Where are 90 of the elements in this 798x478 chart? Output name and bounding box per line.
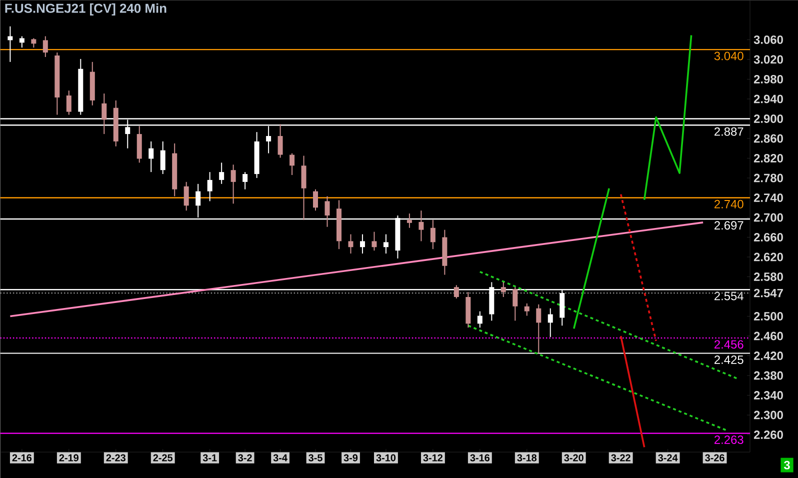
x-tick-label: 3-20 [564,454,584,462]
y-tick-label: 2.860 [754,134,783,143]
candlestick [324,196,330,228]
candlestick [466,292,471,328]
candlestick [278,124,283,158]
candlestick [207,172,212,202]
candlestick [430,219,436,250]
chart-title: F.US.NGEJ21 [CV] 240 Min [5,3,166,16]
candlestick [348,234,354,254]
candlestick [160,140,166,174]
ref-line-label: 2.263 [714,435,744,444]
x-tick-label: 2-23 [106,454,126,462]
candlestick [90,61,95,106]
y-tick-label: 3.020 [754,55,783,64]
candlestick [313,188,318,212]
candlestick [66,90,72,116]
candlestick [136,126,142,164]
candlestick [19,36,24,48]
y-tick-label: 2.700 [754,213,783,222]
candlestick [418,210,424,242]
candlestick [512,286,518,322]
text: 3 [784,460,790,470]
candlestick [113,100,118,147]
y-tick-label: 2.420 [754,352,783,360]
candlestick [31,38,36,48]
ref-line-label: 2.697 [714,221,744,230]
x-tick-label: 3-12 [423,454,443,462]
candlestick [548,308,553,338]
candlestick [383,234,388,254]
candlestick [442,229,448,276]
candlestick [8,26,13,62]
x-tick-label: 3-26 [705,454,724,462]
y-tick-label: 2.900 [754,114,783,123]
y-tick-label: 2.820 [754,154,783,162]
candlestick [536,304,542,354]
candlestick [219,162,224,184]
y-tick-label: 2.340 [754,391,783,400]
x-tick-label: 3-2 [238,454,252,462]
y-tick-label: 2.500 [754,312,783,320]
candlestick [242,172,248,190]
y-tick-label: 2.260 [754,430,783,439]
candlestick [524,302,530,316]
x-tick-label: 2-25 [153,454,173,462]
y-tick-label: 2.620 [754,252,783,262]
x-tick-label: 2-16 [12,454,32,462]
candlestick [54,52,60,116]
candlestick [172,142,178,197]
candlestick [42,36,48,58]
x-tick-label: 3-1 [202,454,217,462]
y-tick-label: 2.660 [754,232,783,242]
candlestick [477,310,482,328]
x-tick-label: 3-18 [517,454,537,462]
ref-line-label: 2.740 [714,200,744,208]
candlestick [184,181,189,212]
candlestick [148,140,154,173]
candlestick [78,58,84,116]
x-tick-label: 3-16 [470,454,490,462]
candlestick [360,234,365,254]
candlestick [301,155,306,220]
y-tick-label: 2.780 [754,174,783,182]
ref-line-label: 2.456 [714,340,744,349]
ref-line-label: 3.040 [714,52,744,60]
y-tick-label: 2.980 [754,74,783,84]
candlestick [406,213,412,228]
y-tick-label: 2.380 [754,371,783,380]
y-tick-label: 2.740 [754,193,783,202]
candlestick [254,132,260,178]
y-tick-label: 2.547 [754,288,783,298]
x-tick-label: 3-9 [344,454,358,462]
candlestick [290,152,295,176]
candlestick [230,164,236,204]
y-tick-label: 2.580 [754,272,783,281]
y-tick-label: 2.940 [754,94,783,104]
x-tick-label: 3-24 [658,454,678,462]
candlestick [454,284,459,299]
y-tick-label: 2.460 [754,332,783,340]
x-tick-label: 3-4 [273,454,288,462]
line-series [643,34,692,201]
ref-line-label: 2.425 [714,355,744,364]
x-tick-label: 3-10 [376,454,396,462]
y-tick-label: 3.060 [754,35,783,44]
y-tick-label: 2.300 [754,410,783,420]
x-tick-label: 3-5 [308,454,322,462]
x-tick-label: 3-22 [611,454,630,462]
ref-line-label: 2.887 [714,127,744,136]
candlestick [336,200,342,250]
candlestick [102,93,107,134]
candlestick [372,231,377,252]
candlestick [500,282,506,298]
x-tick-label: 2-19 [59,454,78,462]
